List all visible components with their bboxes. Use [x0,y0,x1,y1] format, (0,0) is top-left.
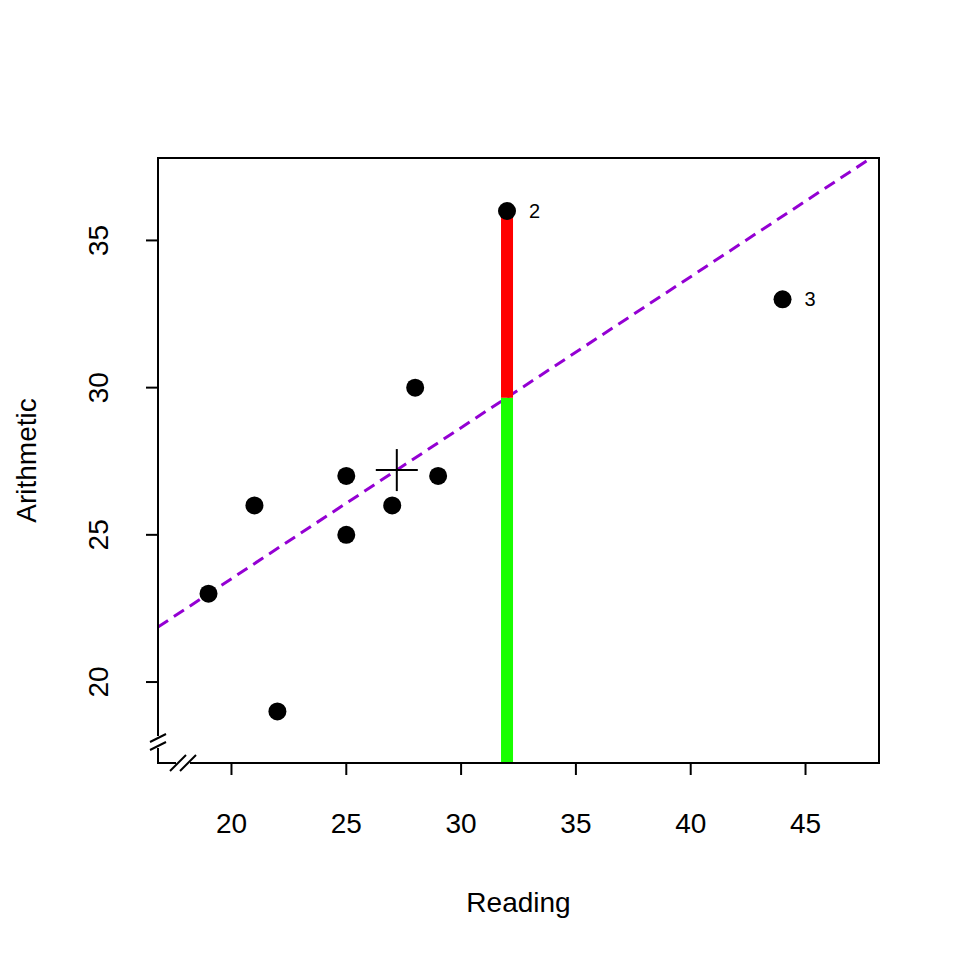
x-tick-label: 40 [675,808,706,839]
y-tick [146,387,158,389]
frame [158,158,879,763]
x-break [180,755,196,771]
point [406,379,424,397]
point [337,526,355,544]
x-tick [575,763,577,775]
y-break [150,742,166,750]
x-tick-label: 45 [790,808,821,839]
x-tick [460,763,462,775]
point [774,290,792,308]
y-tick-label: 35 [83,225,114,256]
y-tick-label: 25 [83,519,114,550]
y-tick [146,239,158,241]
x-tick-label: 35 [560,808,591,839]
y-axis-title: Arithmetic [11,398,42,522]
point-label: 2 [529,200,540,222]
x-tick [805,763,807,775]
x-tick-label: 30 [446,808,477,839]
point [245,496,263,514]
point-label: 3 [805,288,816,310]
residual-segment [501,211,513,398]
point [337,467,355,485]
background [0,0,960,960]
x-tick-label: 20 [216,808,247,839]
point [383,496,401,514]
y-tick-label: 30 [83,372,114,403]
y-tick-label: 20 [83,666,114,697]
y-break [150,734,166,742]
point [200,585,218,603]
y-tick [146,681,158,683]
x-tick [345,763,347,775]
chart: 2 3 20 25 30 35 40 45 20 25 30 35 Reading Arithmetic [0,0,960,960]
fitted-segment [501,398,513,763]
x-tick [230,763,232,775]
centroid-v [396,449,398,491]
x-tick [690,763,692,775]
point [268,702,286,720]
x-tick-label: 25 [331,808,362,839]
point [498,202,516,220]
marks [158,158,879,763]
point [429,467,447,485]
x-axis-title: Reading [466,887,570,918]
y-tick [146,534,158,536]
fit-line [158,158,879,627]
centroid [376,449,418,491]
